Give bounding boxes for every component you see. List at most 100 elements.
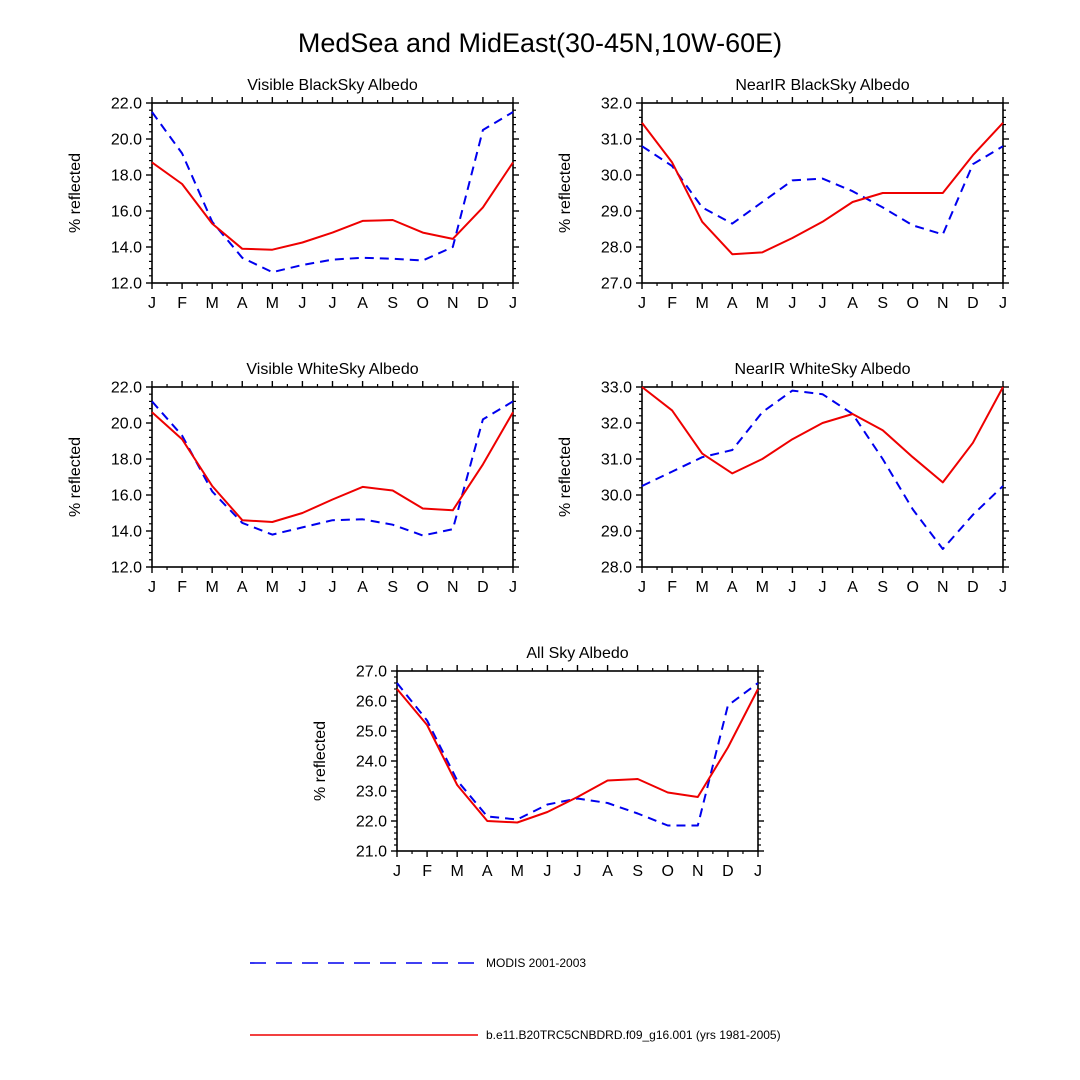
- x-tick-label: S: [877, 295, 888, 312]
- y-tick-label: 32.0: [601, 416, 632, 433]
- plot-frame: [641, 386, 1004, 568]
- legend-model-label: b.e11.B20TRC5CNBDRD.f09_g16.001 (yrs 198…: [486, 1028, 781, 1042]
- y-axis-label: % reflected: [67, 437, 84, 517]
- x-tick-label: J: [638, 295, 646, 312]
- x-tick-label: J: [788, 579, 796, 596]
- x-tick-label: M: [206, 295, 219, 312]
- panel-4: NearIR WhiteSky Albedo J F M A M J J A S O N D J 28.0 2…: [557, 361, 1009, 596]
- y-axis-label: % reflected: [557, 153, 574, 233]
- y-tick-label: 28.0: [601, 560, 632, 577]
- x-tick-label: A: [847, 295, 858, 312]
- modis-series-line: [396, 682, 759, 827]
- x-tick-label: N: [447, 295, 459, 312]
- x-tick-label: A: [482, 863, 493, 880]
- y-tick-label: 25.0: [356, 724, 387, 741]
- y-tick-label: 16.0: [111, 204, 142, 221]
- y-tick-label: 26.0: [356, 694, 387, 711]
- x-tick-label: J: [574, 863, 582, 880]
- y-tick-label: 20.0: [111, 416, 142, 433]
- x-tick-label: A: [727, 295, 738, 312]
- x-tick-label: A: [237, 295, 248, 312]
- y-tick-label: 16.0: [111, 488, 142, 505]
- x-tick-label: D: [967, 295, 979, 312]
- plot-frame: [151, 102, 514, 284]
- x-tick-label: J: [543, 863, 551, 880]
- y-tick-label: 18.0: [111, 452, 142, 469]
- y-tick-label: 27.0: [356, 664, 387, 681]
- model-series-line: [641, 122, 1004, 256]
- y-tick-label: 12.0: [111, 276, 142, 293]
- plot-frame: [641, 102, 1004, 284]
- x-tick-label: J: [329, 579, 337, 596]
- x-tick-label: A: [237, 579, 248, 596]
- x-tick-label: J: [329, 295, 337, 312]
- modis-series-line: [641, 389, 1004, 550]
- y-tick-label: 32.0: [601, 96, 632, 113]
- panels: Visible BlackSky Albedo J F M A M J J A S O N D J 12.0…: [67, 77, 1009, 880]
- y-tick-label: 23.0: [356, 784, 387, 801]
- panel-1: Visible BlackSky Albedo J F M A M J J A S O N D J 12.0…: [67, 77, 519, 312]
- x-tick-label: F: [177, 295, 187, 312]
- x-tick-label: M: [756, 295, 769, 312]
- y-tick-label: 33.0: [601, 380, 632, 397]
- x-tick-label: A: [357, 579, 368, 596]
- x-tick-label: N: [447, 579, 459, 596]
- x-tick-label: O: [907, 579, 919, 596]
- x-tick-label: M: [266, 579, 279, 596]
- y-tick-label: 30.0: [601, 168, 632, 185]
- x-tick-label: N: [937, 295, 949, 312]
- modis-series-line: [151, 400, 514, 537]
- y-tick-label: 28.0: [601, 240, 632, 257]
- panel-title: NearIR BlackSky Albedo: [735, 77, 909, 94]
- x-tick-label: D: [722, 863, 734, 880]
- model-series-line: [396, 688, 759, 824]
- model-series-line: [151, 411, 514, 523]
- x-tick-label: M: [266, 295, 279, 312]
- y-tick-label: 27.0: [601, 276, 632, 293]
- x-tick-label: M: [511, 863, 524, 880]
- x-tick-label: F: [667, 579, 677, 596]
- x-tick-label: A: [357, 295, 368, 312]
- y-axis-label: % reflected: [557, 437, 574, 517]
- panel-title: NearIR WhiteSky Albedo: [734, 361, 910, 378]
- y-tick-label: 14.0: [111, 524, 142, 541]
- x-tick-label: J: [638, 579, 646, 596]
- y-tick-label: 20.0: [111, 132, 142, 149]
- x-tick-label: J: [788, 295, 796, 312]
- panel-5: All Sky Albedo J F M A M J J A S O N D J 21.0 22.0 23.0 2…: [312, 645, 764, 880]
- legend-modis-label: MODIS 2001-2003: [486, 956, 586, 970]
- y-tick-label: 31.0: [601, 452, 632, 469]
- panel-title: Visible BlackSky Albedo: [247, 77, 418, 94]
- modis-series-line: [641, 145, 1004, 236]
- y-tick-label: 18.0: [111, 168, 142, 185]
- x-tick-label: O: [417, 295, 429, 312]
- x-tick-label: O: [907, 295, 919, 312]
- x-tick-label: S: [877, 579, 888, 596]
- panel-3: Visible WhiteSky Albedo J F M A M J J A S O N D J 12.0…: [67, 361, 519, 596]
- x-tick-label: S: [387, 579, 398, 596]
- y-axis-label: % reflected: [312, 721, 329, 801]
- model-series-line: [641, 386, 1004, 484]
- x-tick-label: D: [477, 579, 489, 596]
- y-tick-label: 31.0: [601, 132, 632, 149]
- x-tick-label: J: [819, 295, 827, 312]
- y-axis-label: % reflected: [67, 153, 84, 233]
- x-tick-label: F: [667, 295, 677, 312]
- y-tick-label: 22.0: [356, 814, 387, 831]
- x-tick-label: J: [999, 579, 1007, 596]
- x-tick-label: S: [387, 295, 398, 312]
- x-tick-label: D: [477, 295, 489, 312]
- x-tick-label: N: [692, 863, 704, 880]
- x-tick-label: J: [754, 863, 762, 880]
- x-tick-label: J: [999, 295, 1007, 312]
- x-tick-label: A: [727, 579, 738, 596]
- x-tick-label: J: [148, 579, 156, 596]
- x-tick-label: A: [602, 863, 613, 880]
- x-tick-label: M: [756, 579, 769, 596]
- y-tick-label: 24.0: [356, 754, 387, 771]
- x-tick-label: F: [422, 863, 432, 880]
- y-tick-label: 14.0: [111, 240, 142, 257]
- x-tick-label: F: [177, 579, 187, 596]
- x-tick-label: J: [393, 863, 401, 880]
- panel-title: All Sky Albedo: [526, 645, 628, 662]
